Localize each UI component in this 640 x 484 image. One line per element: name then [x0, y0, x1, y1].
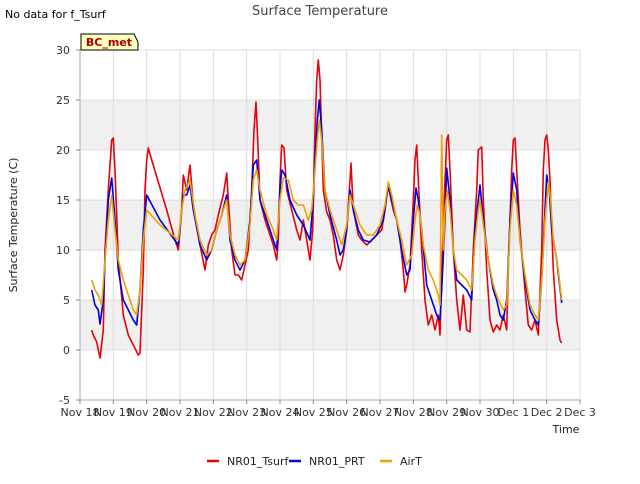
x-tick-label: Nov 22 [194, 406, 233, 419]
series-line-airt [90, 119, 563, 321]
x-tick-label: Nov 18 [61, 406, 100, 419]
x-tick-label: Dec 1 [497, 406, 529, 419]
y-tick-label: 15 [56, 194, 70, 207]
x-tick-label: Nov 19 [94, 406, 133, 419]
plot-background [80, 50, 580, 400]
x-tick-label: Nov 20 [127, 406, 166, 419]
x-tick-label: Nov 25 [294, 406, 333, 419]
x-tick-label: Nov 28 [394, 406, 433, 419]
x-tick-label: Nov 29 [427, 406, 466, 419]
badge-label: BC_met [86, 36, 132, 49]
y-tick-label: -5 [59, 394, 70, 407]
x-tick-label: Nov 27 [361, 406, 400, 419]
x-tick-label: Dec 3 [564, 406, 596, 419]
chart-title: Surface Temperature [252, 4, 388, 19]
x-tick-label: Nov 24 [261, 406, 300, 419]
x-tick-label: Nov 26 [327, 406, 366, 419]
x-tick-label: Nov 21 [161, 406, 200, 419]
legend-label: NR01_Tsurf [227, 455, 289, 468]
y-axis-label: Surface Temperature (C) [7, 158, 20, 293]
y-tick-label: 0 [63, 344, 70, 357]
corner-note: No data for f_Tsurf [5, 8, 107, 21]
background-band [80, 100, 580, 150]
x-tick-label: Nov 23 [227, 406, 266, 419]
y-tick-label: 5 [63, 294, 70, 307]
legend-label: NR01_PRT [309, 455, 365, 468]
y-tick-label: 25 [56, 94, 70, 107]
x-tick-label: Dec 2 [531, 406, 563, 419]
x-axis-label: Time [552, 423, 580, 436]
y-tick-label: 10 [56, 244, 70, 257]
legend-label: AirT [400, 455, 422, 468]
site-badge: BC_met [80, 33, 139, 51]
x-tick-label: Nov 30 [461, 406, 500, 419]
series-layer [90, 59, 563, 359]
badge-shape [80, 33, 139, 51]
legend: NR01_Tsurf NR01_PRT AirT [207, 455, 422, 468]
y-tick-label: 20 [56, 144, 70, 157]
y-tick-label: 30 [56, 44, 70, 57]
